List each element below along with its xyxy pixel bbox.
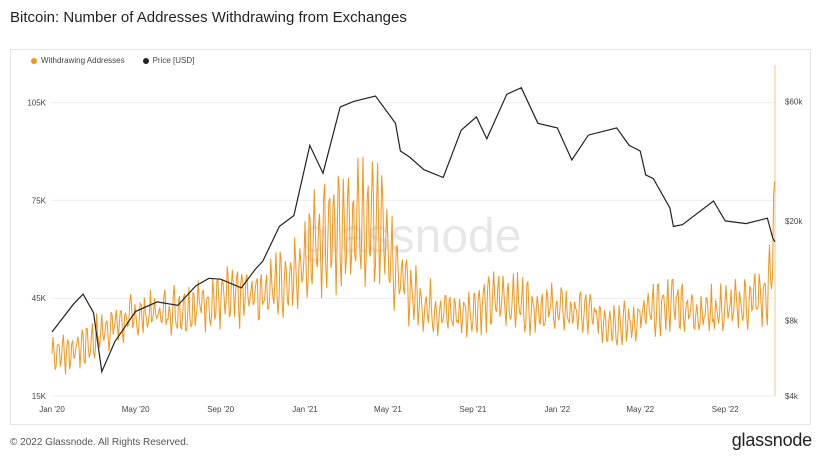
chart-legend: Withdrawing Addresses Price [USD] [31,56,194,65]
x-tick-label: May '22 [626,405,654,414]
legend-label-withdrawing: Withdrawing Addresses [41,56,125,65]
series-line-price [51,86,776,374]
y-left-tick-label: 15K [32,392,47,401]
chart-panel: Withdrawing Addresses Price [USD] [10,49,811,425]
copyright-footer: © 2022 Glassnode. All Rights Reserved. [10,437,189,448]
y-left-tick-label: 75K [32,196,47,205]
legend-item-price[interactable]: Price [USD] [142,56,195,65]
glassnode-logo: glassnode [731,430,812,450]
legend-dot-withdrawing [31,57,37,64]
x-tick-label: Sep '21 [459,405,486,414]
x-tick-label: Jan '22 [544,405,570,414]
x-tick-label: Sep '22 [712,405,739,414]
y-right-tick-label: $60k [785,97,803,106]
chart-svg: 15K 45K 75K 105K $4k $8k $20k $60k Jan '20 May '2… [27,65,803,414]
x-tick-label: Jan '21 [292,405,318,414]
x-tick-label: May '21 [374,405,402,414]
series-line-withdrawing-addresses [51,156,776,375]
chart-title: Bitcoin: Number of Addresses Withdrawing… [10,9,407,26]
x-tick-label: Jan '20 [39,405,65,414]
y-right-tick-label: $4k [785,392,799,401]
legend-label-price: Price [USD] [152,56,195,65]
y-left-tick-label: 105K [27,99,46,108]
x-tick-label: Sep '20 [207,405,234,414]
y-right-tick-label: $8k [785,317,799,326]
watermark-text: glassnode [303,210,522,263]
y-right-tick-label: $20k [785,217,803,226]
legend-item-withdrawing[interactable]: Withdrawing Addresses [31,56,125,65]
y-left-tick-label: 45K [32,294,47,303]
legend-dot-price [142,57,149,64]
x-tick-label: May '20 [122,405,150,414]
